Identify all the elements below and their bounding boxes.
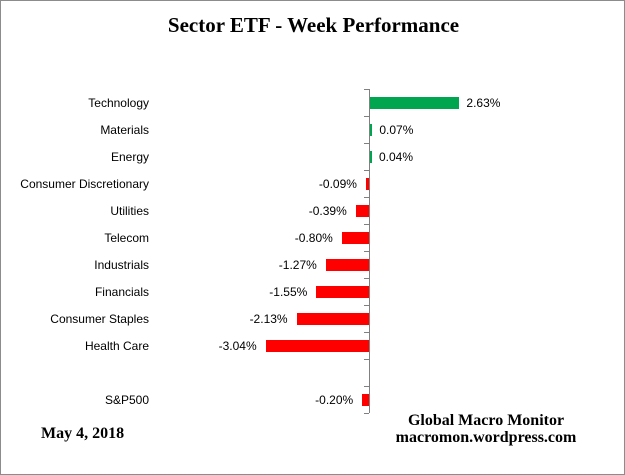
axis-tick	[364, 89, 369, 90]
source-attribution: Global Macro Monitor macromon.wordpress.…	[379, 412, 593, 446]
bar	[370, 150, 372, 163]
bar	[370, 96, 460, 109]
category-axis-line	[369, 89, 370, 413]
bar	[370, 123, 373, 136]
bar	[362, 393, 369, 406]
axis-tick	[364, 224, 369, 225]
value-label: -1.27%	[278, 257, 317, 272]
value-label: -3.04%	[218, 338, 257, 353]
value-label: -0.09%	[318, 176, 357, 191]
axis-tick	[364, 251, 369, 252]
chart-date-label: May 4, 2018	[41, 425, 125, 442]
category-label: Technology	[88, 95, 149, 110]
category-label: Energy	[110, 149, 149, 164]
value-label: 2.63%	[466, 95, 501, 110]
bar	[355, 204, 369, 217]
category-label: Financials	[94, 284, 149, 299]
source-name: Global Macro Monitor	[407, 412, 565, 429]
value-label: -2.13%	[249, 311, 288, 326]
axis-tick	[364, 170, 369, 171]
bar	[265, 339, 369, 352]
category-label: Consumer Discretionary	[20, 176, 149, 191]
value-label: -0.80%	[294, 230, 333, 245]
value-label: -1.55%	[269, 284, 308, 299]
axis-tick	[364, 143, 369, 144]
axis-tick	[364, 359, 369, 360]
bar	[316, 285, 369, 298]
axis-tick	[364, 197, 369, 198]
source-url: macromon.wordpress.com	[395, 429, 577, 446]
axis-tick	[364, 278, 369, 279]
value-label: 0.04%	[379, 149, 414, 164]
axis-tick	[364, 413, 369, 414]
value-label: -0.39%	[308, 203, 347, 218]
axis-tick	[364, 116, 369, 117]
bar	[365, 177, 369, 190]
category-label: Materials	[100, 122, 149, 137]
category-label: Telecom	[104, 230, 149, 245]
axis-tick	[364, 305, 369, 306]
axis-tick	[364, 386, 369, 387]
category-label: Health Care	[84, 338, 149, 353]
category-label: Industrials	[94, 257, 149, 272]
category-label: S&P500	[104, 392, 149, 407]
bar	[341, 231, 369, 244]
bar	[296, 312, 369, 325]
category-label: Utilities	[110, 203, 149, 218]
category-label: Consumer Staples	[50, 311, 149, 326]
value-label: -0.20%	[315, 392, 354, 407]
bar	[325, 258, 369, 271]
axis-tick	[364, 332, 369, 333]
value-label: 0.07%	[379, 122, 414, 137]
chart-title: Sector ETF - Week Performance	[167, 13, 460, 37]
